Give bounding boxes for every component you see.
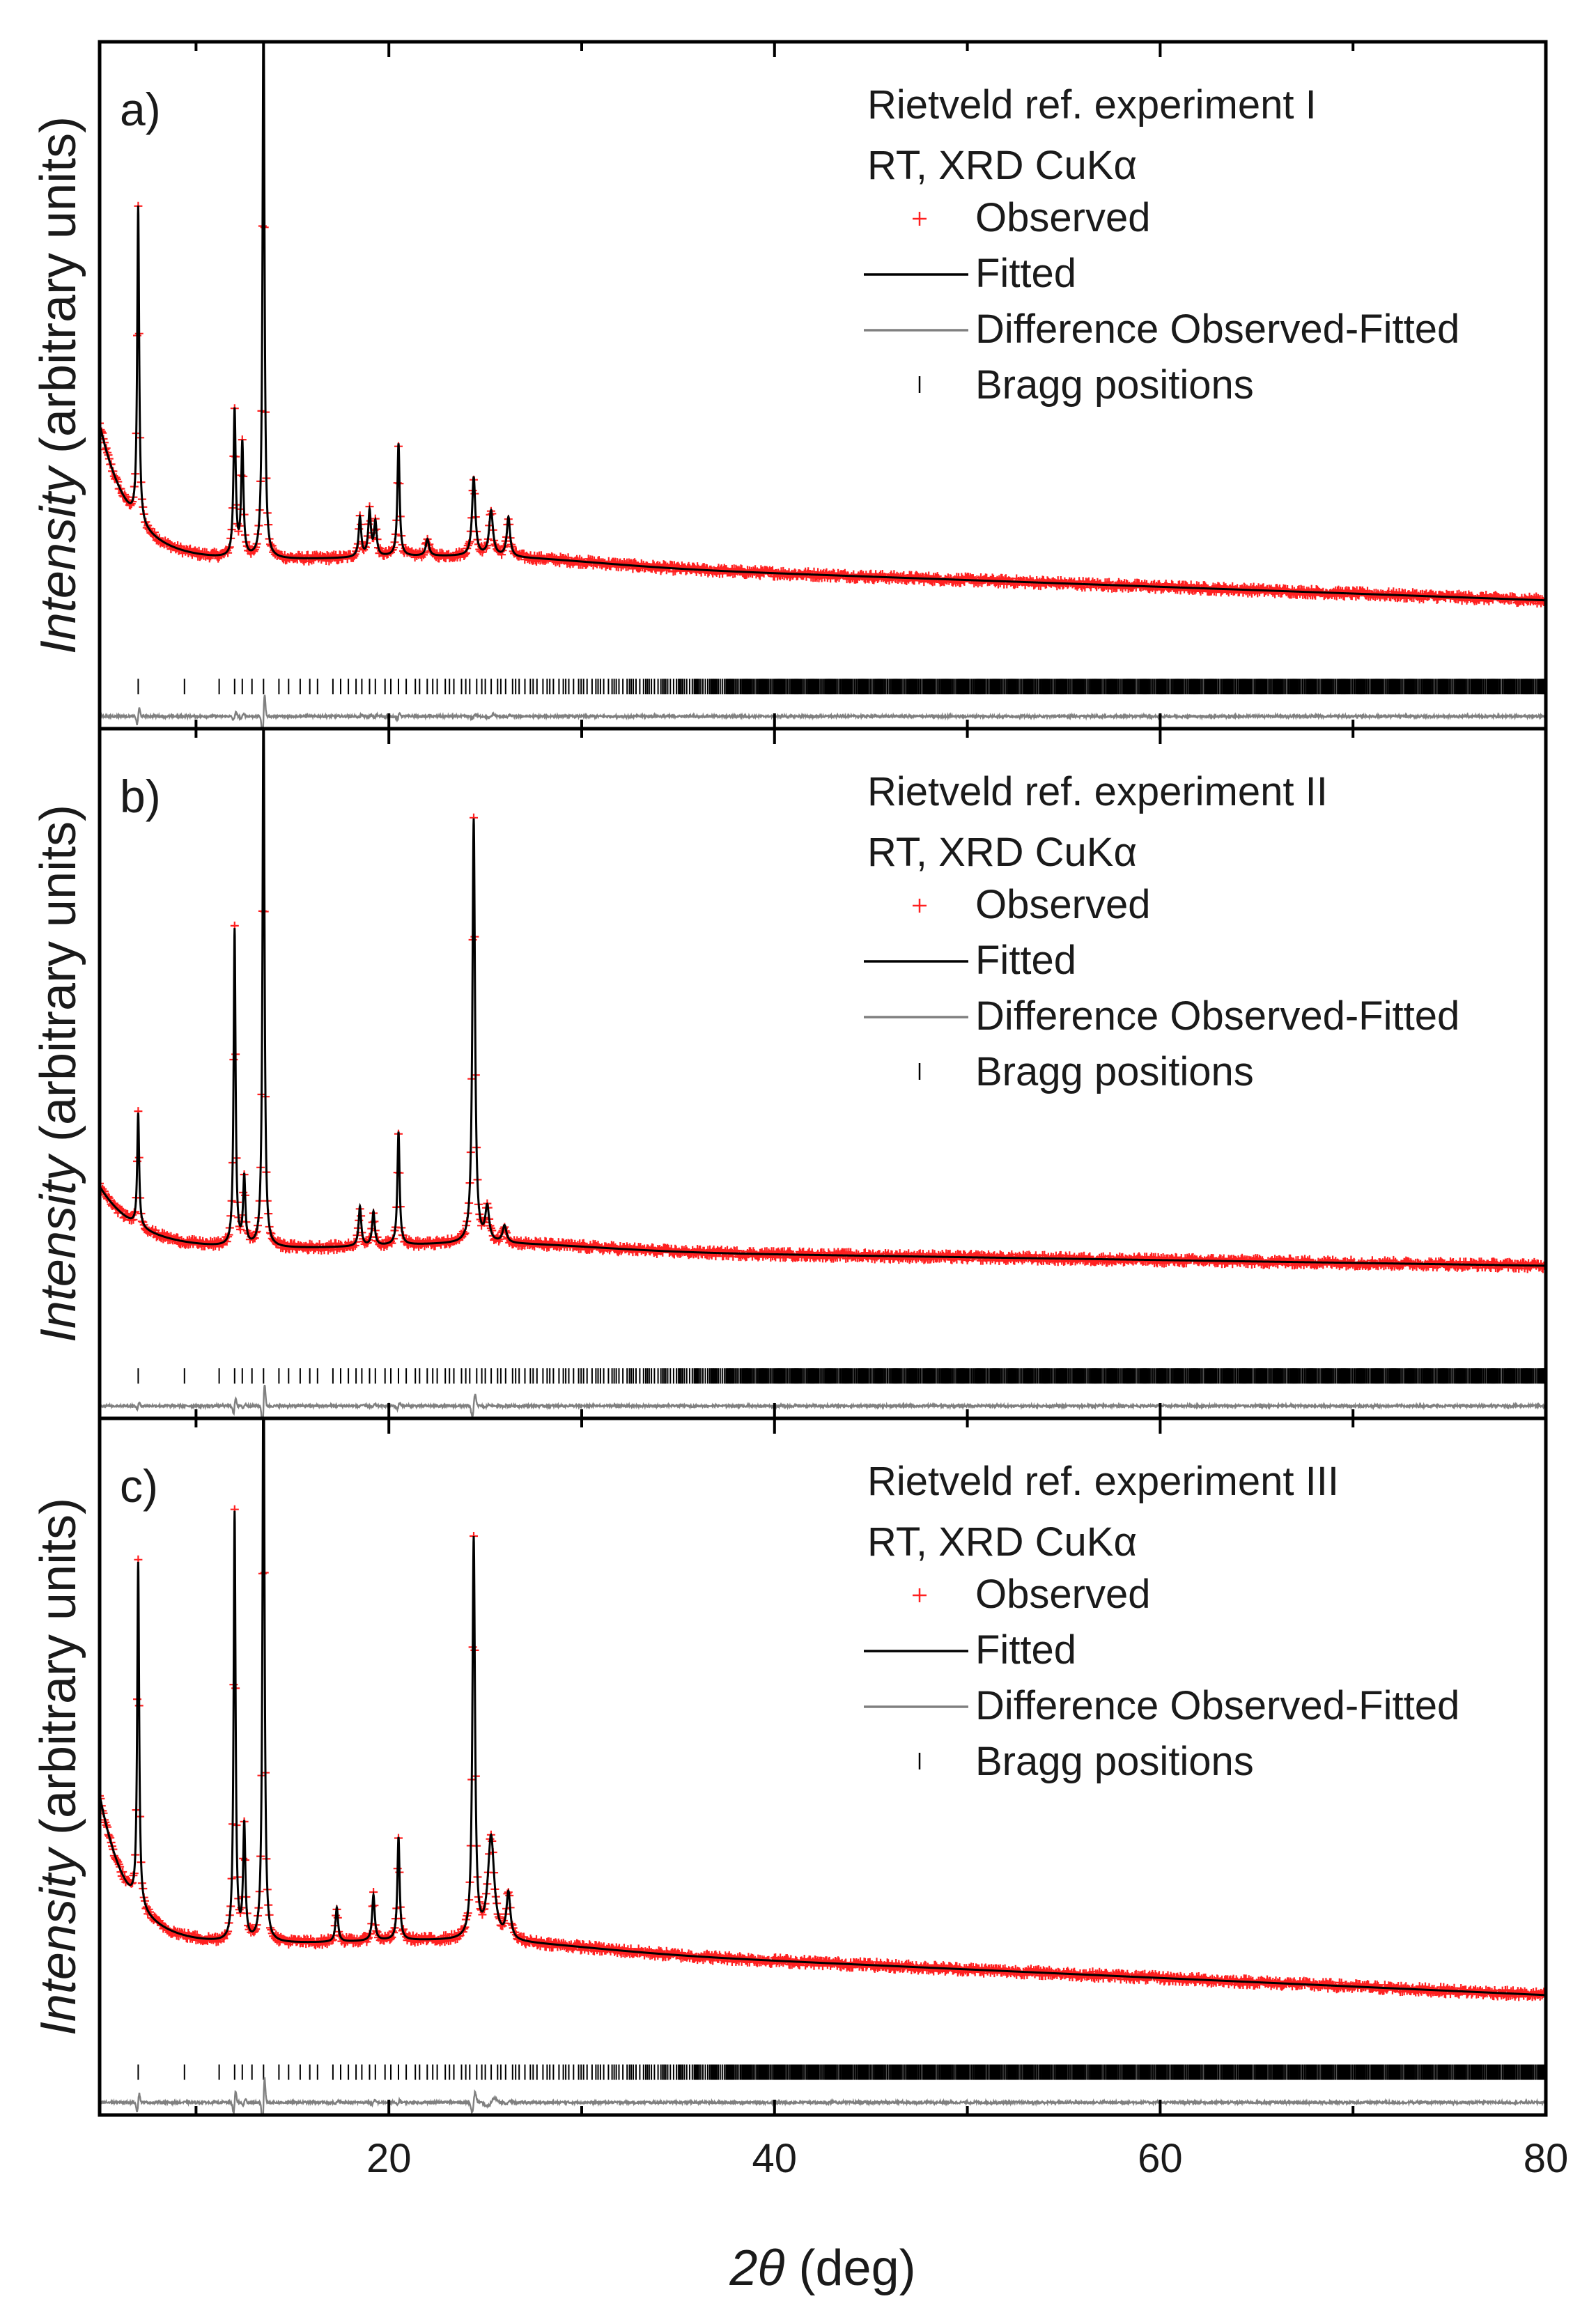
legend-bragg-label: Bragg positions xyxy=(975,362,1254,408)
observed-point xyxy=(553,557,562,566)
legend-observed-marker xyxy=(913,899,927,913)
bragg-series xyxy=(137,679,1546,695)
legend: Rietveld ref. experiment I RT, XRD CuKα Ob… xyxy=(864,82,1459,408)
legend-fitted-label: Fitted xyxy=(975,938,1076,983)
difference-line xyxy=(100,695,1546,729)
panel-frame xyxy=(98,40,1548,731)
legend: Rietveld ref. experiment II RT, XRD CuKα O… xyxy=(864,769,1459,1094)
legend-difference-label: Difference Observed-Fitted xyxy=(975,307,1459,352)
y-axis-label-rest: (arbitrary units) xyxy=(31,805,86,1156)
observed-point xyxy=(100,419,104,428)
observed-series xyxy=(100,1505,1546,2001)
legend-title: Rietveld ref. experiment I xyxy=(867,82,1317,127)
y-axis-label: Intensity (arbitrary units) xyxy=(31,805,86,1342)
legend-title: Rietveld ref. experiment II xyxy=(867,769,1328,814)
panels-layer: a) Rietveld ref. experiment I RT, XRD CuKα… xyxy=(31,40,1548,2117)
panel-frame xyxy=(98,727,1548,1420)
legend-observed-marker xyxy=(913,212,927,226)
y-axis-label-rest: (arbitrary units) xyxy=(31,116,86,467)
panel-1: a) Rietveld ref. experiment I RT, XRD CuKα… xyxy=(31,40,1548,731)
y-axis-label-italic: Intensity xyxy=(31,465,86,654)
observed-series xyxy=(100,813,1546,1273)
panel-label: a) xyxy=(120,84,161,135)
fitted-line xyxy=(100,729,1546,1267)
observed-series xyxy=(100,201,1546,608)
plot-area xyxy=(100,42,1546,729)
bragg-series xyxy=(137,1368,1546,1384)
fitted-line xyxy=(100,42,1546,602)
legend-subtitle: RT, XRD CuKα xyxy=(867,830,1137,875)
difference-line xyxy=(100,1384,1546,1418)
legend-difference-label: Difference Observed-Fitted xyxy=(975,993,1459,1039)
legend-observed-label: Observed xyxy=(975,882,1150,927)
panel-label: b) xyxy=(120,770,161,822)
legend-bragg-label: Bragg positions xyxy=(975,1049,1254,1094)
legend-observed-label: Observed xyxy=(975,195,1150,240)
panel-2: b) Rietveld ref. experiment II RT, XRD CuK… xyxy=(31,727,1548,1420)
legend-subtitle: RT, XRD CuKα xyxy=(867,143,1137,188)
observed-point xyxy=(839,570,849,578)
legend-fitted-label: Fitted xyxy=(975,251,1076,296)
plot-area xyxy=(100,729,1546,1418)
y-axis-label: Intensity (arbitrary units) xyxy=(31,116,86,654)
y-axis-label-italic: Intensity xyxy=(31,1153,86,1342)
